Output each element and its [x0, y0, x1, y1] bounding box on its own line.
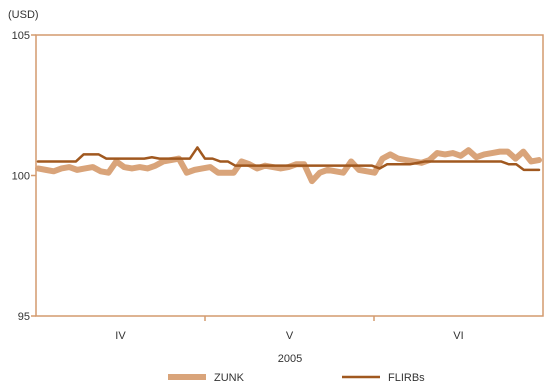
y-tick-label: 95 [18, 311, 30, 323]
legend-label: FLIRBs [388, 372, 425, 384]
x-group-label: IV [115, 330, 126, 342]
y-tick-label: 100 [12, 171, 30, 183]
y-unit-label: (USD) [8, 9, 39, 21]
series-line-flirbs [36, 146, 541, 172]
series-line-zunk [35, 147, 542, 185]
x-group-label: V [286, 330, 294, 342]
y-axis: 95 100 105 [12, 30, 36, 323]
x-axis: IV V VI [115, 316, 464, 342]
plot-area [35, 34, 544, 317]
legend-item-zunk: ZUNK [168, 372, 245, 384]
series-layer [35, 146, 542, 185]
legend: ZUNK FLIRBs [168, 372, 425, 384]
legend-label: ZUNK [214, 372, 245, 384]
legend-item-flirbs: FLIRBs [342, 372, 425, 384]
x-group-label: VI [453, 330, 463, 342]
x-axis-label: 2005 [278, 353, 302, 365]
y-tick-label: 105 [12, 30, 30, 42]
plot-frame [35, 34, 544, 317]
